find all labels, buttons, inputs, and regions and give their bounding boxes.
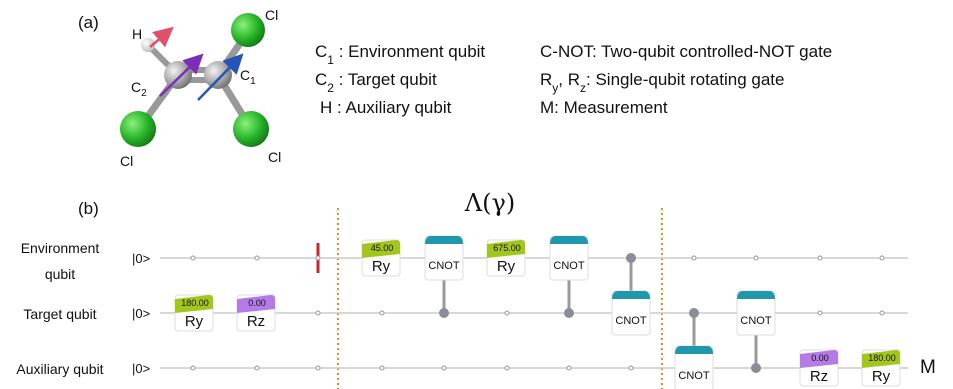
wire-node: [505, 311, 509, 315]
legend-item: Ry, Rz: Single-qubit rotating gate: [540, 70, 784, 95]
panel-label: (b): [78, 199, 99, 218]
atom-label: Cl: [265, 7, 278, 23]
atom-label: Cl: [268, 149, 281, 165]
gate-label: CNOT: [678, 370, 709, 382]
wire-node: [505, 366, 509, 370]
wire-node: [818, 311, 822, 315]
legend-item: C-NOT: Two-qubit controlled-NOT gate: [540, 42, 832, 61]
wire-node: [380, 311, 384, 315]
wire-node: [255, 256, 259, 260]
measurement: M: [920, 357, 936, 378]
control-dot: [689, 308, 699, 318]
initial-state: |0>: [132, 361, 150, 376]
wire-node: [629, 366, 633, 370]
gate-label: CNOT: [615, 315, 646, 327]
wire-node: [567, 366, 571, 370]
qubit-label: Target qubit: [23, 306, 96, 322]
gate-label: Rz: [247, 313, 265, 330]
control-dot: [751, 363, 761, 373]
legend-item: M: Measurement: [540, 98, 668, 117]
gate-angle: 45.00: [371, 243, 394, 253]
atom-label: C2: [131, 79, 147, 99]
gate-label: Ry: [872, 368, 891, 385]
gate-label: Ry: [372, 258, 391, 275]
gate-angle: 180.00: [181, 298, 209, 308]
wire-node: [255, 366, 259, 370]
wire-node: [316, 256, 320, 260]
gate-label: Rz: [810, 368, 828, 385]
gate-tab: [675, 346, 713, 354]
gate-label: CNOT: [553, 260, 584, 272]
qubit-label: Environment: [21, 240, 100, 256]
wire-node: [880, 311, 884, 315]
wire-node: [316, 366, 320, 370]
legend-item: C2 : Target qubit: [315, 70, 437, 95]
wire-node: [692, 256, 696, 260]
control-dot: [439, 308, 449, 318]
initial-state: |0>: [132, 251, 150, 266]
wire-node: [442, 366, 446, 370]
panel-label: (a): [78, 13, 99, 32]
wire-node: [818, 256, 822, 260]
legend-item: H : Auxiliary qubit: [320, 98, 452, 117]
initial-state: |0>: [132, 306, 150, 321]
block-label: Λ(γ): [464, 189, 515, 217]
gate-angle: 0.00: [248, 298, 266, 308]
figure: (a) H C2 C1 Cl Cl Cl C1 : Environment qu…: [0, 0, 953, 389]
wire-node: [191, 366, 195, 370]
wire-node: [380, 366, 384, 370]
gate-label: CNOT: [428, 260, 459, 272]
atom-label: C1: [240, 67, 256, 87]
wire-node: [754, 256, 758, 260]
gate-angle: 180.00: [868, 353, 896, 363]
qubit-label: qubit: [45, 266, 75, 282]
gate-angle: 0.00: [811, 353, 829, 363]
gate-label: CNOT: [740, 315, 771, 327]
wire-node: [880, 256, 884, 260]
qubit-label: Auxiliary qubit: [16, 361, 103, 377]
control-dot: [626, 253, 636, 263]
wire-node: [316, 311, 320, 315]
control-dot: [564, 308, 574, 318]
gate-tab: [612, 291, 650, 299]
atom-label: H: [132, 26, 142, 42]
gate-label: Ry: [185, 313, 204, 330]
legend: C1 : Environment qubit C2 : Target qubit H…: [315, 42, 832, 117]
gate-angle: 675.00: [493, 243, 521, 253]
legend-item: C1 : Environment qubit: [315, 42, 485, 67]
gate-label: Ry: [497, 258, 516, 275]
gate-tab: [550, 236, 588, 244]
atom-label: Cl: [120, 153, 133, 169]
gate-tab: [737, 291, 775, 299]
wire-node: [191, 256, 195, 260]
gate-tab: [425, 236, 463, 244]
circuit: Environment qubit |0> Target qubit |0> Auxili…: [16, 236, 908, 389]
